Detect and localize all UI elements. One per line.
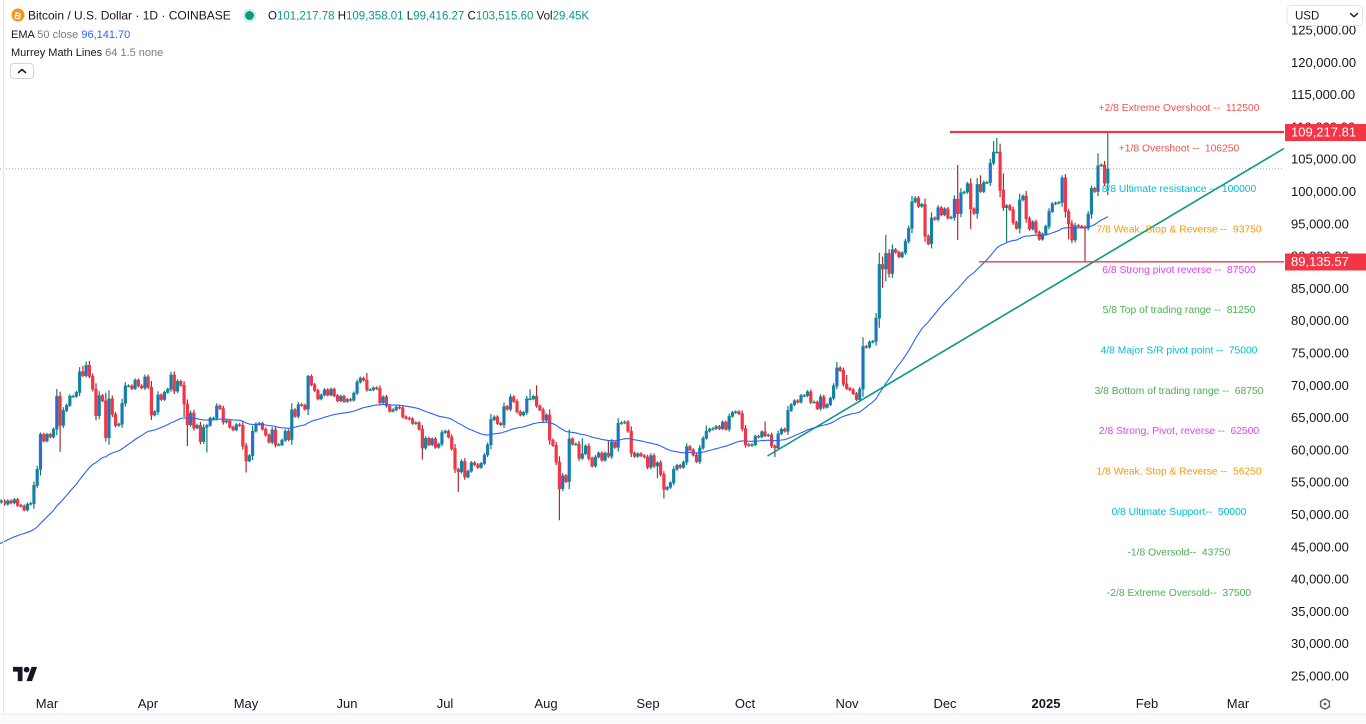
svg-text:2/8 Strong, Pivot, reverse --: 2/8 Strong, Pivot, reverse -- 62500 bbox=[1099, 426, 1260, 437]
svg-text:-2/8 Extreme Oversold-- 37500: -2/8 Extreme Oversold-- 37500 bbox=[1107, 588, 1251, 599]
svg-text:95,000.00: 95,000.00 bbox=[1291, 216, 1349, 231]
svg-text:60,000.00: 60,000.00 bbox=[1291, 442, 1349, 457]
svg-text:Nov: Nov bbox=[835, 696, 859, 711]
svg-text:Apr: Apr bbox=[138, 696, 159, 711]
svg-text:125,000.00: 125,000.00 bbox=[1291, 23, 1356, 38]
svg-text:4/8 Major S/R pivot point --: 4/8 Major S/R pivot point -- 75000 bbox=[1101, 346, 1258, 357]
svg-text:8/8 Ultimate resistance -- 10: 8/8 Ultimate resistance -- 100000 bbox=[1102, 184, 1257, 195]
svg-text:120,000.00: 120,000.00 bbox=[1291, 55, 1356, 70]
svg-text:-1/8 Oversold-- 43750: -1/8 Oversold-- 43750 bbox=[1127, 547, 1230, 558]
svg-text:89,135.57: 89,135.57 bbox=[1291, 254, 1349, 269]
svg-text:25,000.00: 25,000.00 bbox=[1291, 669, 1349, 684]
svg-text:O101,217.78 H109,358.01 L99,: O101,217.78 H109,358.01 L99,416.27 C103,… bbox=[268, 11, 589, 23]
svg-text:115,000.00: 115,000.00 bbox=[1291, 87, 1355, 102]
svg-text:Sep: Sep bbox=[636, 696, 659, 711]
svg-text:85,000.00: 85,000.00 bbox=[1291, 281, 1349, 296]
svg-text:USD: USD bbox=[1295, 10, 1319, 22]
svg-text:65,000.00: 65,000.00 bbox=[1291, 410, 1349, 425]
svg-text:2025: 2025 bbox=[1032, 696, 1061, 711]
svg-text:75,000.00: 75,000.00 bbox=[1291, 346, 1349, 361]
svg-text:May: May bbox=[234, 696, 259, 711]
svg-text:Mar: Mar bbox=[1227, 696, 1250, 711]
svg-text:5/8 Top of trading range -- 8: 5/8 Top of trading range -- 81250 bbox=[1103, 305, 1256, 316]
svg-text:EMA 50 close 96,141.70: EMA 50 close 96,141.70 bbox=[11, 29, 130, 41]
svg-text:3/8 Bottom of trading range --: 3/8 Bottom of trading range -- 68750 bbox=[1095, 386, 1264, 397]
svg-text:B: B bbox=[13, 10, 22, 22]
svg-text:100,000.00: 100,000.00 bbox=[1291, 184, 1356, 199]
svg-text:109,217.81: 109,217.81 bbox=[1291, 125, 1356, 140]
svg-text:105,000.00: 105,000.00 bbox=[1291, 152, 1356, 167]
svg-text:30,000.00: 30,000.00 bbox=[1291, 636, 1349, 651]
svg-text:35,000.00: 35,000.00 bbox=[1291, 604, 1349, 619]
svg-text:7/8 Weak, Stop & Reverse -- 9: 7/8 Weak, Stop & Reverse -- 93750 bbox=[1096, 224, 1261, 235]
svg-text:55,000.00: 55,000.00 bbox=[1291, 475, 1349, 490]
svg-text:45,000.00: 45,000.00 bbox=[1291, 539, 1349, 554]
svg-text:1/8 Weak, Stop & Reverse -- 5: 1/8 Weak, Stop & Reverse -- 56250 bbox=[1096, 467, 1261, 478]
svg-text:6/8 Strong pivot reverse -- 8: 6/8 Strong pivot reverse -- 87500 bbox=[1102, 265, 1256, 276]
svg-text:40,000.00: 40,000.00 bbox=[1291, 572, 1349, 587]
svg-text:+2/8 Extreme Overshoot -- 112: +2/8 Extreme Overshoot -- 112500 bbox=[1099, 103, 1260, 114]
svg-text:+1/8 Overshoot -- 106250: +1/8 Overshoot -- 106250 bbox=[1119, 144, 1240, 155]
svg-text:70,000.00: 70,000.00 bbox=[1291, 378, 1349, 393]
svg-text:0/8 Ultimate Support-- 50000: 0/8 Ultimate Support-- 50000 bbox=[1111, 507, 1246, 518]
svg-text:Feb: Feb bbox=[1136, 696, 1158, 711]
svg-text:80,000.00: 80,000.00 bbox=[1291, 313, 1349, 328]
svg-text:Dec: Dec bbox=[933, 696, 957, 711]
svg-text:Aug: Aug bbox=[534, 696, 557, 711]
svg-text:Murrey Math Lines 64 1.5 none: Murrey Math Lines 64 1.5 none bbox=[11, 47, 163, 59]
svg-text:Bitcoin / U.S. Dollar · 1D · C: Bitcoin / U.S. Dollar · 1D · COINBASE bbox=[28, 9, 231, 23]
svg-text:50,000.00: 50,000.00 bbox=[1291, 507, 1349, 522]
svg-text:Oct: Oct bbox=[735, 696, 756, 711]
svg-text:Jun: Jun bbox=[337, 696, 358, 711]
svg-text:Jul: Jul bbox=[437, 696, 454, 711]
svg-text:Mar: Mar bbox=[36, 696, 59, 711]
